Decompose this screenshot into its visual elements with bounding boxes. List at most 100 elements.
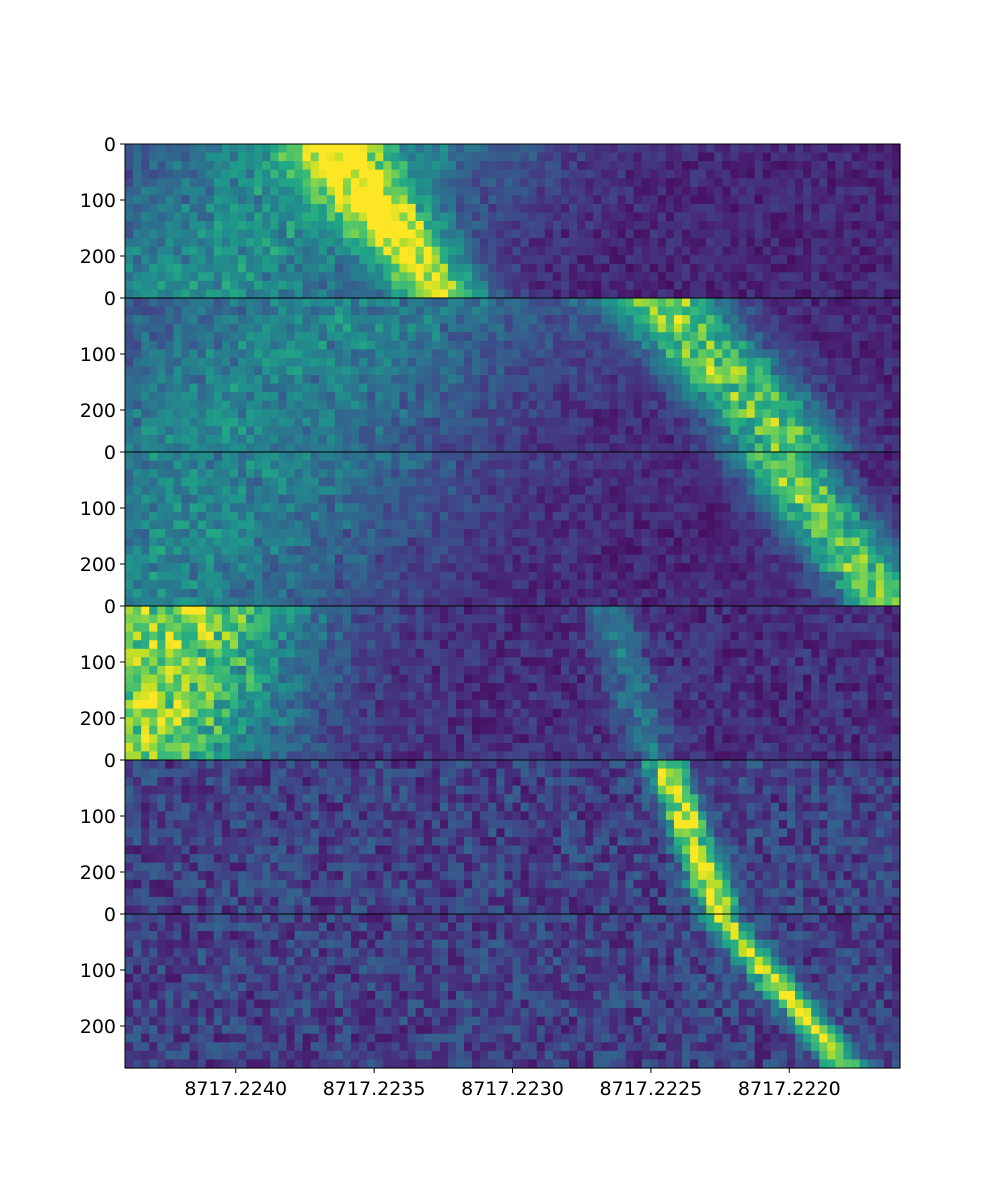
heatmap-cell bbox=[641, 546, 651, 556]
heatmap-cell bbox=[811, 169, 820, 179]
heatmap-cell bbox=[682, 520, 691, 530]
heatmap-cell bbox=[149, 460, 158, 470]
heatmap-cell bbox=[407, 511, 417, 522]
heatmap-cell bbox=[875, 306, 885, 316]
heatmap-cell bbox=[125, 255, 134, 265]
heatmap-cell bbox=[254, 443, 263, 453]
heatmap-cell bbox=[181, 511, 191, 522]
heatmap-cell bbox=[488, 255, 497, 265]
heatmap-cell bbox=[625, 417, 635, 427]
heatmap-cell bbox=[367, 195, 376, 205]
heatmap-cell bbox=[270, 520, 279, 530]
heatmap-cell bbox=[141, 152, 150, 162]
heatmap-cell bbox=[827, 161, 837, 171]
heatmap-cell bbox=[262, 315, 271, 325]
heatmap-cell bbox=[189, 169, 199, 179]
heatmap-cell bbox=[447, 255, 457, 265]
heatmap-cell bbox=[569, 315, 578, 325]
heatmap-cell bbox=[270, 426, 279, 436]
heatmap-cell bbox=[326, 263, 336, 273]
heatmap-cell bbox=[690, 280, 699, 291]
heatmap-cell bbox=[593, 144, 602, 154]
heatmap-cell bbox=[512, 221, 522, 231]
heatmap-cell bbox=[649, 289, 659, 299]
heatmap-cell bbox=[464, 289, 473, 299]
heatmap-cell bbox=[770, 452, 780, 462]
heatmap-cell bbox=[593, 306, 602, 316]
heatmap-cell bbox=[189, 195, 199, 205]
heatmap-cell bbox=[351, 255, 360, 265]
heatmap-cell bbox=[488, 537, 497, 547]
heatmap-cell bbox=[560, 298, 570, 308]
heatmap-cell bbox=[125, 246, 134, 256]
heatmap-cell bbox=[859, 417, 869, 427]
heatmap-cell bbox=[698, 212, 707, 222]
heatmap-cell bbox=[569, 434, 578, 445]
heatmap-cell bbox=[464, 400, 473, 410]
heatmap-cell bbox=[569, 255, 578, 265]
heatmap-cell bbox=[633, 400, 643, 410]
heatmap-cell bbox=[173, 144, 183, 154]
heatmap-cell bbox=[447, 186, 457, 196]
heatmap-cell bbox=[738, 298, 748, 308]
heatmap-cell bbox=[690, 169, 699, 179]
heatmap-cell bbox=[577, 203, 586, 214]
heatmap-cell bbox=[577, 349, 586, 359]
heatmap-cell bbox=[238, 272, 247, 282]
heatmap-cell bbox=[730, 426, 740, 436]
heatmap-cell bbox=[690, 520, 699, 530]
heatmap-cell bbox=[843, 511, 853, 522]
heatmap-cell bbox=[464, 340, 473, 350]
heatmap-cell bbox=[310, 426, 320, 436]
heatmap-cell bbox=[415, 306, 425, 316]
heatmap-cell bbox=[577, 280, 586, 291]
heatmap-cell bbox=[455, 169, 465, 179]
heatmap-cell bbox=[762, 452, 772, 462]
heatmap-cell bbox=[278, 238, 288, 248]
heatmap-cell bbox=[157, 246, 166, 256]
heatmap-cell bbox=[229, 383, 239, 393]
heatmap-cell bbox=[552, 195, 562, 205]
heatmap-cell bbox=[415, 212, 425, 222]
heatmap-cell bbox=[238, 357, 247, 368]
heatmap-cell bbox=[690, 289, 699, 299]
heatmap-cell bbox=[698, 537, 707, 547]
heatmap-cell bbox=[310, 280, 320, 291]
heatmap-cell bbox=[528, 520, 538, 530]
heatmap-cell bbox=[504, 229, 514, 239]
heatmap-cell bbox=[682, 272, 691, 282]
heatmap-cell bbox=[690, 460, 699, 470]
heatmap-cell bbox=[254, 469, 263, 479]
heatmap-cell bbox=[690, 212, 699, 222]
heatmap-cell bbox=[415, 246, 425, 256]
heatmap-cell bbox=[883, 255, 893, 265]
heatmap-cell bbox=[746, 229, 756, 239]
heatmap-cell bbox=[859, 366, 869, 376]
heatmap-cell bbox=[221, 366, 231, 376]
heatmap-cell bbox=[447, 357, 457, 368]
heatmap-cell bbox=[375, 469, 384, 479]
heatmap-cell bbox=[383, 280, 392, 291]
heatmap-cell bbox=[213, 229, 223, 239]
heatmap-cell bbox=[141, 298, 150, 308]
heatmap-cell bbox=[318, 460, 328, 470]
heatmap-cell bbox=[762, 460, 772, 470]
heatmap-cell bbox=[560, 289, 570, 299]
heatmap-cell bbox=[246, 280, 255, 291]
heatmap-cell bbox=[593, 529, 602, 539]
heatmap-cell bbox=[342, 152, 352, 162]
heatmap-cell bbox=[173, 238, 183, 248]
heatmap-cell bbox=[617, 306, 627, 316]
heatmap-cell bbox=[294, 503, 304, 513]
heatmap-cell bbox=[633, 357, 643, 368]
heatmap-cell bbox=[552, 357, 562, 368]
heatmap-cell bbox=[326, 426, 336, 436]
heatmap-cell bbox=[803, 460, 812, 470]
heatmap-cell bbox=[778, 169, 788, 179]
heatmap-cell bbox=[334, 366, 344, 376]
heatmap-cell bbox=[512, 186, 522, 196]
heatmap-cell bbox=[673, 203, 683, 214]
heatmap-cell bbox=[496, 434, 506, 445]
heatmap-cell bbox=[811, 571, 820, 581]
heatmap-cell bbox=[706, 212, 715, 222]
